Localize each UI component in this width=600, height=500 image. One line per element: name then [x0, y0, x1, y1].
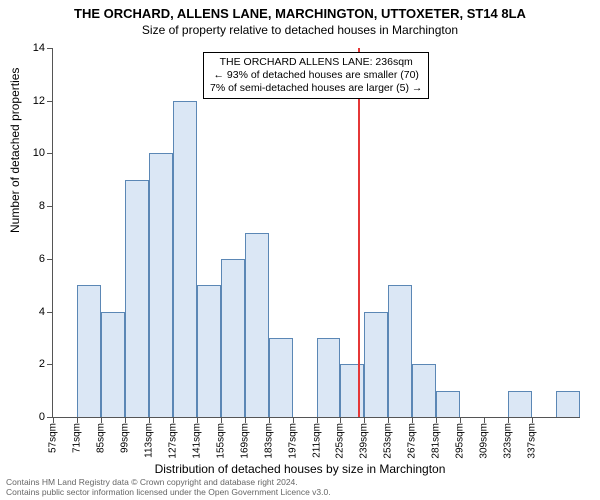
y-tick-label: 2: [21, 358, 45, 370]
x-tick-label: 337sqm: [527, 423, 538, 459]
x-tick-label: 295sqm: [455, 423, 466, 459]
histogram-bar: [77, 285, 101, 417]
y-tick: [47, 48, 53, 49]
x-tick-label: 239sqm: [359, 423, 370, 459]
histogram-bar: [340, 364, 364, 417]
x-tick-label: 197sqm: [287, 423, 298, 459]
histogram-bar: [269, 338, 293, 417]
property-marker-line: [358, 48, 360, 417]
x-tick-label: 113sqm: [143, 423, 154, 458]
histogram-bar: [245, 233, 269, 418]
y-axis-title: Number of detached properties: [8, 68, 22, 233]
x-tick-label: 309sqm: [479, 423, 490, 459]
histogram-bar: [197, 285, 221, 417]
y-tick: [47, 312, 53, 313]
x-tick-label: 127sqm: [167, 423, 178, 459]
x-tick-label: 85sqm: [95, 423, 106, 453]
histogram-bar: [149, 153, 173, 417]
x-tick-label: 281sqm: [431, 423, 442, 459]
footer-line: Contains public sector information licen…: [6, 488, 331, 498]
histogram-bar: [173, 101, 197, 417]
y-tick: [47, 101, 53, 102]
x-tick-label: 253sqm: [383, 423, 394, 459]
y-tick-label: 14: [21, 42, 45, 54]
x-tick-label: 267sqm: [407, 423, 418, 459]
y-tick-label: 4: [21, 306, 45, 318]
y-tick: [47, 364, 53, 365]
x-tick-label: 57sqm: [48, 423, 59, 453]
y-tick-label: 6: [21, 253, 45, 265]
histogram-bar: [388, 285, 412, 417]
chart-plot-area: THE ORCHARD ALLENS LANE: 236sqm ← 93% of…: [52, 48, 580, 418]
histogram-bar: [412, 364, 436, 417]
annotation-line: THE ORCHARD ALLENS LANE: 236sqm: [210, 56, 422, 69]
x-axis-title: Distribution of detached houses by size …: [0, 462, 600, 476]
histogram-bar: [556, 391, 580, 417]
x-tick-label: 183sqm: [263, 423, 274, 459]
chart-title: THE ORCHARD, ALLENS LANE, MARCHINGTON, U…: [0, 0, 600, 21]
histogram-bar: [508, 391, 532, 417]
histogram-bar: [364, 312, 388, 417]
x-tick-label: 211sqm: [311, 423, 322, 458]
annotation-line: ← 93% of detached houses are smaller (70…: [210, 69, 422, 82]
x-tick-label: 71sqm: [71, 423, 82, 453]
chart-subtitle: Size of property relative to detached ho…: [0, 21, 600, 37]
x-tick-label: 99sqm: [119, 423, 130, 453]
histogram-bar: [125, 180, 149, 417]
y-tick-label: 0: [21, 411, 45, 423]
x-tick-label: 155sqm: [215, 423, 226, 459]
annotation-line: 7% of semi-detached houses are larger (5…: [210, 82, 422, 95]
y-tick: [47, 206, 53, 207]
histogram-bar: [101, 312, 125, 417]
y-tick-label: 12: [21, 95, 45, 107]
histogram-bar: [317, 338, 341, 417]
histogram-bar: [436, 391, 460, 417]
annotation-box: THE ORCHARD ALLENS LANE: 236sqm ← 93% of…: [203, 52, 429, 99]
x-tick-label: 225sqm: [335, 423, 346, 459]
y-tick-label: 8: [21, 200, 45, 212]
y-tick: [47, 153, 53, 154]
x-tick-label: 169sqm: [239, 423, 250, 459]
y-tick-label: 10: [21, 147, 45, 159]
footer-attribution: Contains HM Land Registry data © Crown c…: [6, 478, 331, 498]
y-tick: [47, 259, 53, 260]
x-tick-label: 323sqm: [503, 423, 514, 459]
x-tick-label: 141sqm: [191, 423, 202, 459]
histogram-bar: [221, 259, 245, 417]
